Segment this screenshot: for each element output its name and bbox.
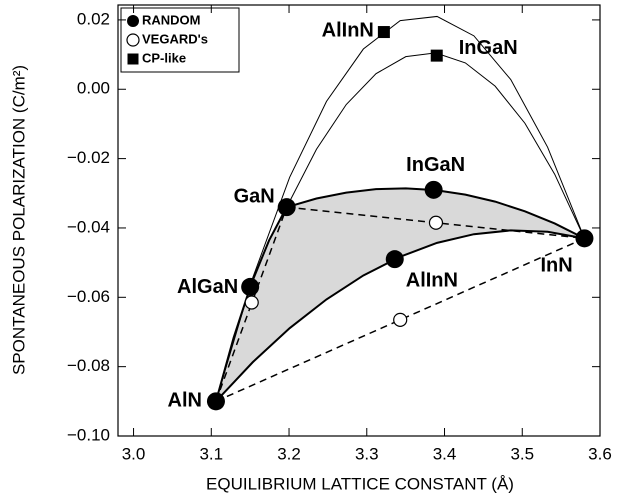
y-tick-label: −0.02 [67,148,110,167]
curve [215,206,288,402]
point-label: InGaN [406,154,465,176]
point-label: InN [540,255,572,277]
legend-label: RANDOM [142,12,201,27]
marker [377,26,390,39]
marker [430,49,443,62]
x-axis-label: EQUILIBRIUM LATTICE CONSTANT (Å) [206,474,514,493]
legend-box [120,7,240,73]
y-tick-label: 0.02 [77,9,110,28]
point-label: AlGaN [177,276,238,298]
marker [424,180,443,199]
x-tick-label: 3.5 [510,444,534,463]
marker [385,250,404,269]
point-label: AlInN [406,269,458,291]
y-axis-label: SPONTANEOUS POLARIZATION (C/m²) [9,65,28,375]
point-label: AlInN [322,19,374,41]
plot-frame [117,4,601,437]
marker [575,229,594,248]
fill-layer [215,188,585,402]
y-tick-label: 0.00 [77,79,110,98]
marker [244,295,259,310]
marker [393,312,408,327]
y-tick-label: −0.08 [67,356,110,375]
y-tick-label: −0.04 [67,217,110,236]
legend-label: CP-like [142,50,186,65]
marker [277,198,296,217]
point-label: GaN [234,185,275,207]
legend-marker [126,33,140,47]
x-tick-label: 3.3 [355,444,379,463]
y-tick-label: −0.10 [67,425,110,444]
point-label: InGaN [459,37,518,59]
curve [215,15,585,402]
legend-marker [127,53,139,65]
x-tick-label: 3.0 [122,444,146,463]
point-label: AlN [168,390,202,412]
legend-label: VEGARD's [142,31,208,46]
x-tick-label: 3.6 [588,444,612,463]
x-tick-label: 3.1 [199,444,223,463]
y-tick-label: −0.06 [67,287,110,306]
marker [206,392,225,411]
x-tick-label: 3.2 [277,444,301,463]
legend-marker [127,15,139,27]
marker [428,215,444,230]
marker [241,277,260,296]
x-tick-label: 3.4 [433,444,457,463]
shaded-region [215,188,585,402]
